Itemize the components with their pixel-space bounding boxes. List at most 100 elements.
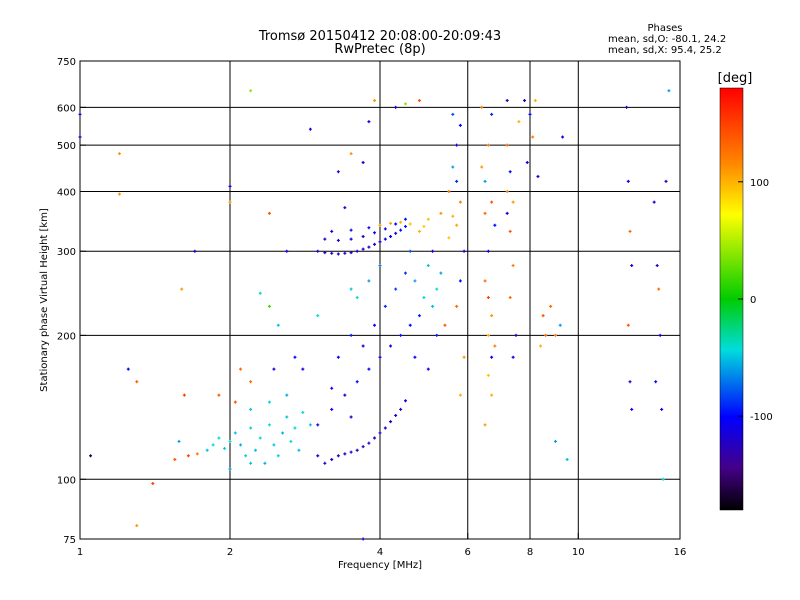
data-point	[272, 443, 276, 447]
data-point	[486, 143, 490, 147]
data-point	[373, 242, 377, 246]
y-tick-label: 500	[57, 141, 76, 152]
data-point	[182, 393, 186, 397]
data-point	[417, 99, 421, 103]
colorbar: [deg] 100 0 -100	[718, 71, 773, 511]
data-point	[349, 152, 353, 156]
data-point	[486, 373, 490, 377]
data-point	[413, 355, 417, 359]
data-point	[525, 160, 529, 164]
data-point	[549, 304, 553, 308]
data-point	[660, 407, 664, 411]
x-tick-label: 6	[465, 547, 471, 558]
data-point	[630, 264, 634, 268]
data-point	[413, 279, 417, 283]
data-point	[483, 179, 487, 183]
data-point	[361, 445, 365, 449]
data-point	[267, 304, 271, 308]
data-point	[533, 99, 537, 103]
data-point	[293, 426, 297, 430]
data-point	[211, 443, 215, 447]
data-point	[655, 264, 659, 268]
data-point	[508, 296, 512, 300]
chart-subtitle: RwPretec (8p)	[334, 42, 425, 57]
data-point	[336, 454, 340, 458]
data-point	[177, 439, 181, 443]
data-point	[316, 454, 320, 458]
colorbar-label: [deg]	[718, 71, 753, 86]
data-point	[151, 481, 155, 485]
data-point	[630, 407, 634, 411]
data-point	[223, 446, 227, 450]
data-point	[249, 407, 253, 411]
data-point	[289, 439, 293, 443]
data-point	[355, 448, 359, 452]
colorbar-tick-label: 0	[750, 295, 756, 306]
data-point	[553, 333, 557, 337]
data-point	[394, 413, 398, 417]
data-point	[249, 461, 253, 465]
data-point	[389, 420, 393, 424]
data-point	[258, 291, 262, 295]
data-point	[330, 386, 334, 390]
data-point	[658, 333, 662, 337]
data-point	[664, 179, 668, 183]
data-point	[126, 367, 130, 371]
data-point	[217, 436, 221, 440]
data-point	[508, 170, 512, 174]
stats-x-line: mean, sd,X: 95.4, 25.2	[608, 45, 722, 56]
data-point	[361, 160, 365, 164]
data-point	[323, 251, 327, 255]
data-point	[399, 228, 403, 232]
data-point	[301, 367, 305, 371]
data-point	[490, 355, 494, 359]
y-tick-label: 75	[63, 535, 76, 546]
data-point	[249, 380, 253, 384]
data-point	[349, 228, 353, 232]
data-point	[343, 452, 347, 456]
data-point	[493, 223, 497, 227]
data-point	[439, 271, 443, 275]
data-point	[462, 355, 466, 359]
axis-ticks: 1 2 4 6 8 10 16 75 100 200 300 400 500 600 750	[57, 57, 686, 558]
data-point	[355, 249, 359, 253]
data-point	[451, 165, 455, 169]
data-point	[367, 120, 371, 124]
data-point	[249, 89, 253, 93]
data-point	[417, 229, 421, 233]
data-point	[383, 227, 387, 231]
data-point	[408, 249, 412, 253]
y-tick-label: 100	[57, 475, 76, 486]
data-point	[301, 410, 305, 414]
data-point	[186, 454, 190, 458]
data-point	[316, 314, 320, 318]
data-point	[536, 174, 540, 178]
data-point	[293, 355, 297, 359]
data-point	[78, 112, 82, 116]
data-point	[490, 314, 494, 318]
data-point	[276, 454, 280, 458]
data-point	[117, 192, 121, 196]
data-point	[336, 355, 340, 359]
data-point	[458, 393, 462, 397]
data-point	[258, 436, 262, 440]
grid-lines	[80, 61, 680, 539]
data-point	[505, 143, 509, 147]
data-point	[483, 279, 487, 283]
data-point	[447, 189, 451, 193]
data-point	[308, 423, 312, 427]
data-point	[285, 249, 289, 253]
data-point	[451, 214, 455, 218]
data-point	[117, 152, 121, 156]
data-point	[394, 287, 398, 291]
data-point	[367, 441, 371, 445]
data-point	[625, 105, 629, 109]
data-point	[626, 179, 630, 183]
x-tick-label: 1	[77, 547, 83, 558]
data-point	[263, 461, 267, 465]
data-point	[330, 457, 334, 461]
data-point	[378, 264, 382, 268]
data-point	[228, 184, 232, 188]
stats-o-line: mean, sd,O: -80.1, 24.2	[608, 34, 726, 45]
data-point	[455, 223, 459, 227]
